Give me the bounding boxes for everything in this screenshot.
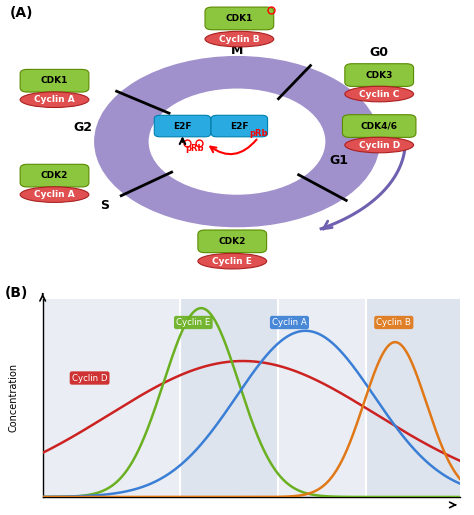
Text: Cyclin A: Cyclin A	[272, 318, 307, 327]
Text: Cyclin D: Cyclin D	[72, 373, 107, 383]
Text: Cyclin E: Cyclin E	[212, 256, 252, 266]
Text: M: M	[231, 44, 243, 58]
Ellipse shape	[345, 86, 413, 102]
Circle shape	[149, 89, 325, 194]
FancyBboxPatch shape	[20, 164, 89, 187]
Text: (B): (B)	[5, 286, 28, 300]
Circle shape	[95, 57, 379, 227]
Bar	[180, 299, 278, 497]
Ellipse shape	[20, 92, 89, 108]
Text: S: S	[100, 199, 109, 212]
Ellipse shape	[345, 137, 413, 153]
Text: Concentration: Concentration	[9, 363, 18, 433]
Text: CDK2: CDK2	[41, 171, 68, 180]
FancyBboxPatch shape	[198, 230, 266, 253]
Text: CDK3: CDK3	[365, 71, 393, 79]
Text: CDK1: CDK1	[226, 14, 253, 23]
Ellipse shape	[198, 253, 266, 269]
FancyBboxPatch shape	[342, 115, 416, 138]
Text: E2F: E2F	[173, 122, 192, 130]
Text: (A): (A)	[9, 6, 33, 20]
Ellipse shape	[20, 187, 89, 202]
FancyBboxPatch shape	[20, 70, 89, 92]
Text: E2F: E2F	[230, 122, 249, 130]
Ellipse shape	[205, 31, 274, 47]
Text: G2: G2	[73, 121, 92, 134]
Text: G0: G0	[370, 46, 389, 59]
Bar	[278, 299, 366, 497]
Text: Cyclin B: Cyclin B	[376, 318, 411, 327]
Text: Cyclin E: Cyclin E	[176, 318, 210, 327]
Text: CDK2: CDK2	[219, 237, 246, 246]
Text: pRb: pRb	[249, 129, 268, 139]
Text: Cyclin C: Cyclin C	[359, 90, 400, 98]
Text: Cyclin B: Cyclin B	[219, 35, 260, 44]
Text: CDK4/6: CDK4/6	[361, 122, 398, 130]
Bar	[366, 299, 460, 497]
Bar	[43, 299, 180, 497]
FancyBboxPatch shape	[155, 115, 210, 137]
FancyBboxPatch shape	[211, 115, 267, 137]
FancyBboxPatch shape	[345, 64, 413, 87]
Text: CDK1: CDK1	[41, 76, 68, 85]
Text: pRb: pRb	[185, 144, 204, 152]
FancyBboxPatch shape	[205, 7, 274, 30]
Text: Cyclin A: Cyclin A	[34, 95, 75, 104]
Text: Cyclin A: Cyclin A	[34, 190, 75, 199]
Text: Cyclin D: Cyclin D	[358, 141, 400, 149]
Text: G1: G1	[329, 153, 348, 166]
